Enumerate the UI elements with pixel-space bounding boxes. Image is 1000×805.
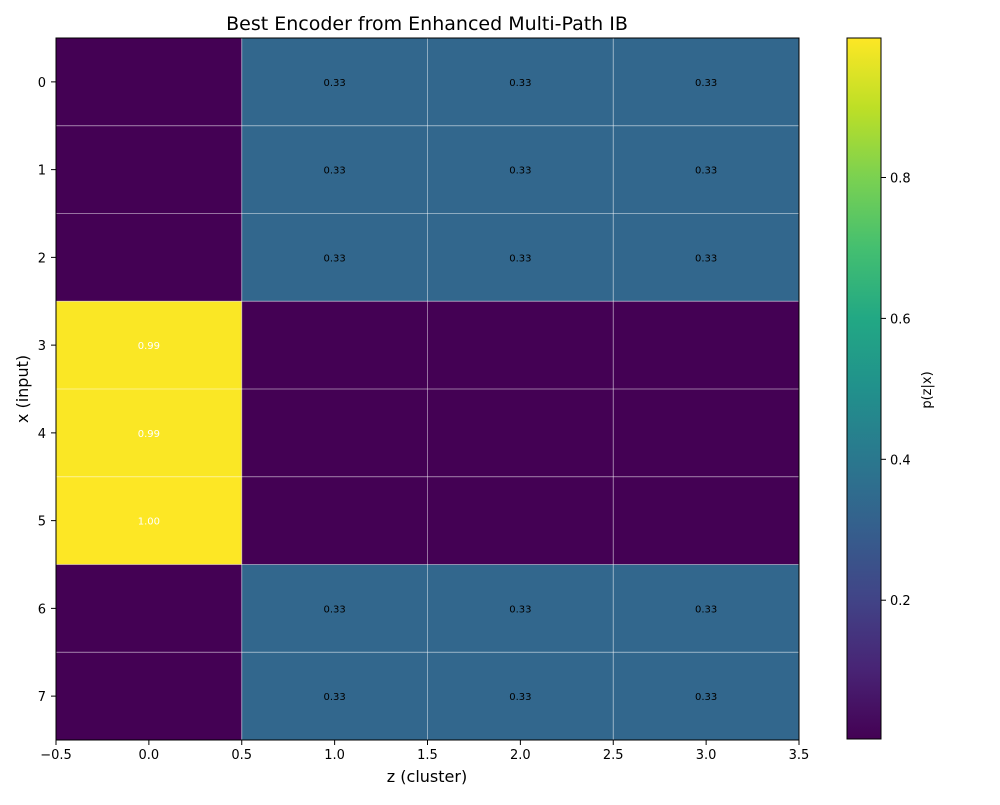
y-tick-label: 1 <box>38 164 46 179</box>
x-axis-label: z (cluster) <box>387 767 467 786</box>
y-tick-label: 0 <box>38 76 46 91</box>
heatmap-cell <box>56 38 242 126</box>
x-tick-label: 0.5 <box>231 748 252 763</box>
heatmap-cell <box>56 564 242 653</box>
heatmap-cell <box>613 125 799 214</box>
heatmap-cell <box>613 213 799 302</box>
cell-value-label: 0.33 <box>323 692 345 703</box>
cell-value-label: 0.33 <box>695 604 717 615</box>
heatmap-cell <box>56 652 242 740</box>
cell-value-label: 0.33 <box>695 253 717 264</box>
heatmap-cell <box>427 564 614 653</box>
chart-title: Best Encoder from Enhanced Multi-Path IB <box>226 13 628 35</box>
cell-value-label: 0.33 <box>509 692 531 703</box>
x-tick-label: 2.0 <box>510 748 531 763</box>
cell-value-label: 0.33 <box>509 166 531 177</box>
heatmap-cell <box>56 301 242 389</box>
heatmap-cell <box>427 125 614 214</box>
y-tick-label: 6 <box>38 602 46 617</box>
colorbar-tick-label: 0.4 <box>890 453 911 468</box>
colorbar-tick-label: 0.8 <box>890 171 911 186</box>
heatmap-cell <box>56 213 242 302</box>
heatmap-cell <box>241 301 428 389</box>
heatmap-cells <box>56 38 799 740</box>
cell-value-label: 0.33 <box>695 166 717 177</box>
colorbar-tick-label: 0.2 <box>890 594 911 609</box>
x-tick-label: 3.5 <box>789 748 810 763</box>
heatmap-cell <box>241 476 428 565</box>
heatmap-cell <box>56 125 242 214</box>
colorbar-ticks: 0.2 0.4 0.6 0.8 <box>881 171 911 609</box>
heatmap-cell <box>241 652 428 740</box>
y-axis: 0 1 2 3 4 5 6 7 <box>38 76 56 705</box>
heatmap-cell <box>241 125 428 214</box>
cell-value-label: 0.33 <box>509 78 531 89</box>
heatmap-cell <box>613 389 799 477</box>
cell-value-label: 0.33 <box>509 604 531 615</box>
heatmap-cell <box>427 301 614 389</box>
y-tick-label: 3 <box>38 339 46 354</box>
cell-value-label: 0.33 <box>509 253 531 264</box>
cell-value-label: 0.99 <box>138 341 160 352</box>
heatmap-cell <box>241 213 428 302</box>
cell-value-label: 0.33 <box>323 604 345 615</box>
y-tick-label: 4 <box>38 427 46 442</box>
heatmap-cell <box>427 476 614 565</box>
x-tick-label: 1.0 <box>324 748 345 763</box>
heatmap-cell <box>427 38 614 126</box>
heatmap-cell <box>56 476 242 565</box>
x-tick-label: 3.0 <box>696 748 717 763</box>
heatmap-cell <box>613 38 799 126</box>
x-tick-label: −0.5 <box>40 748 72 763</box>
colorbar-label: p(z|x) <box>920 371 935 408</box>
colorbar <box>846 37 882 740</box>
heatmap-cell <box>427 389 614 477</box>
heatmap-cell <box>427 652 614 740</box>
y-tick-label: 7 <box>38 690 46 705</box>
cell-value-label: 0.33 <box>695 692 717 703</box>
cell-value-label: 0.33 <box>695 78 717 89</box>
heatmap-cell <box>613 652 799 740</box>
heatmap-cell <box>241 38 428 126</box>
x-tick-label: 1.5 <box>417 748 438 763</box>
cell-value-label: 0.99 <box>138 429 160 440</box>
heatmap-cell <box>613 301 799 389</box>
x-axis: −0.5 0.0 0.5 1.0 1.5 2.0 2.5 3.0 3.5 <box>40 740 809 763</box>
x-tick-label: 2.5 <box>603 748 624 763</box>
y-axis-label: x (input) <box>13 355 32 423</box>
cell-value-label: 0.33 <box>323 253 345 264</box>
cell-value-labels: 0.33 0.33 0.33 0.33 0.33 0.33 0.33 0.33 0.33 0.99… <box>138 78 718 703</box>
cell-value-label: 0.33 <box>323 166 345 177</box>
cell-value-label: 1.00 <box>138 517 160 528</box>
y-tick-label: 5 <box>38 515 46 530</box>
heatmap-cell <box>56 389 242 477</box>
x-tick-label: 0.0 <box>139 748 160 763</box>
heatmap-cell <box>613 476 799 565</box>
heatmap-cell <box>613 564 799 653</box>
heatmap-cell <box>241 389 428 477</box>
y-tick-label: 2 <box>38 251 46 266</box>
grid-lines <box>56 38 799 740</box>
heatmap-cell <box>241 564 428 653</box>
cell-value-label: 0.33 <box>323 78 345 89</box>
colorbar-tick-label: 0.6 <box>890 312 911 327</box>
heatmap-cell <box>427 213 614 302</box>
